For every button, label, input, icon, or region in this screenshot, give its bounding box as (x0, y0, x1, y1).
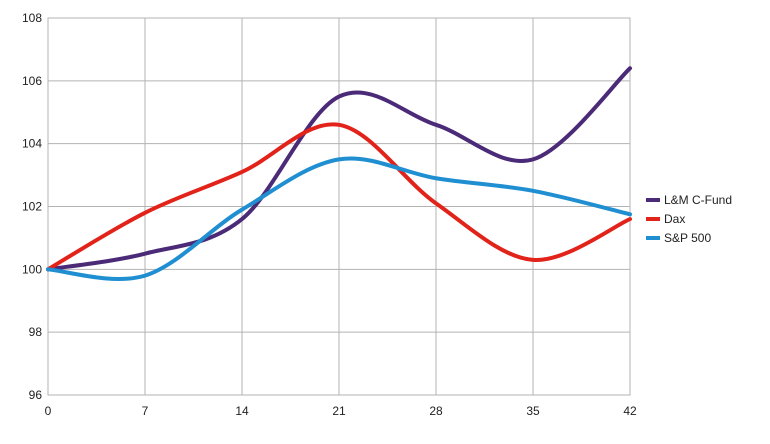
x-tick-label: 28 (429, 404, 443, 418)
tick-labels: 96 98 100 102 104 106 108 0 7 14 21 28 35 42 (22, 11, 637, 418)
x-tick-label: 14 (235, 404, 249, 418)
x-tick-label: 7 (142, 404, 149, 418)
y-tick-label: 100 (22, 262, 42, 276)
y-tick-label: 96 (29, 388, 43, 402)
plot-frame (47, 17, 631, 396)
legend: L&M C-Fund Dax S&P 500 (646, 193, 732, 245)
legend-label-2: S&P 500 (664, 231, 711, 245)
series-lines (46, 66, 632, 281)
y-tick-label: 104 (22, 137, 42, 151)
x-tick-label: 21 (332, 404, 346, 418)
legend-label-1: Dax (664, 212, 685, 226)
y-tick-label: 106 (22, 74, 42, 88)
x-tick-label: 0 (45, 404, 52, 418)
x-tick-label: 35 (526, 404, 540, 418)
series-line-2 (46, 156, 632, 281)
legend-label-0: L&M C-Fund (664, 193, 732, 207)
y-tick-label: 108 (22, 11, 42, 25)
series-line-1 (46, 122, 632, 272)
x-tick-label: 42 (623, 404, 637, 418)
y-tick-label: 98 (29, 325, 43, 339)
y-tick-label: 102 (22, 200, 42, 214)
plot-border (47, 17, 631, 396)
series-line-0 (46, 66, 632, 272)
